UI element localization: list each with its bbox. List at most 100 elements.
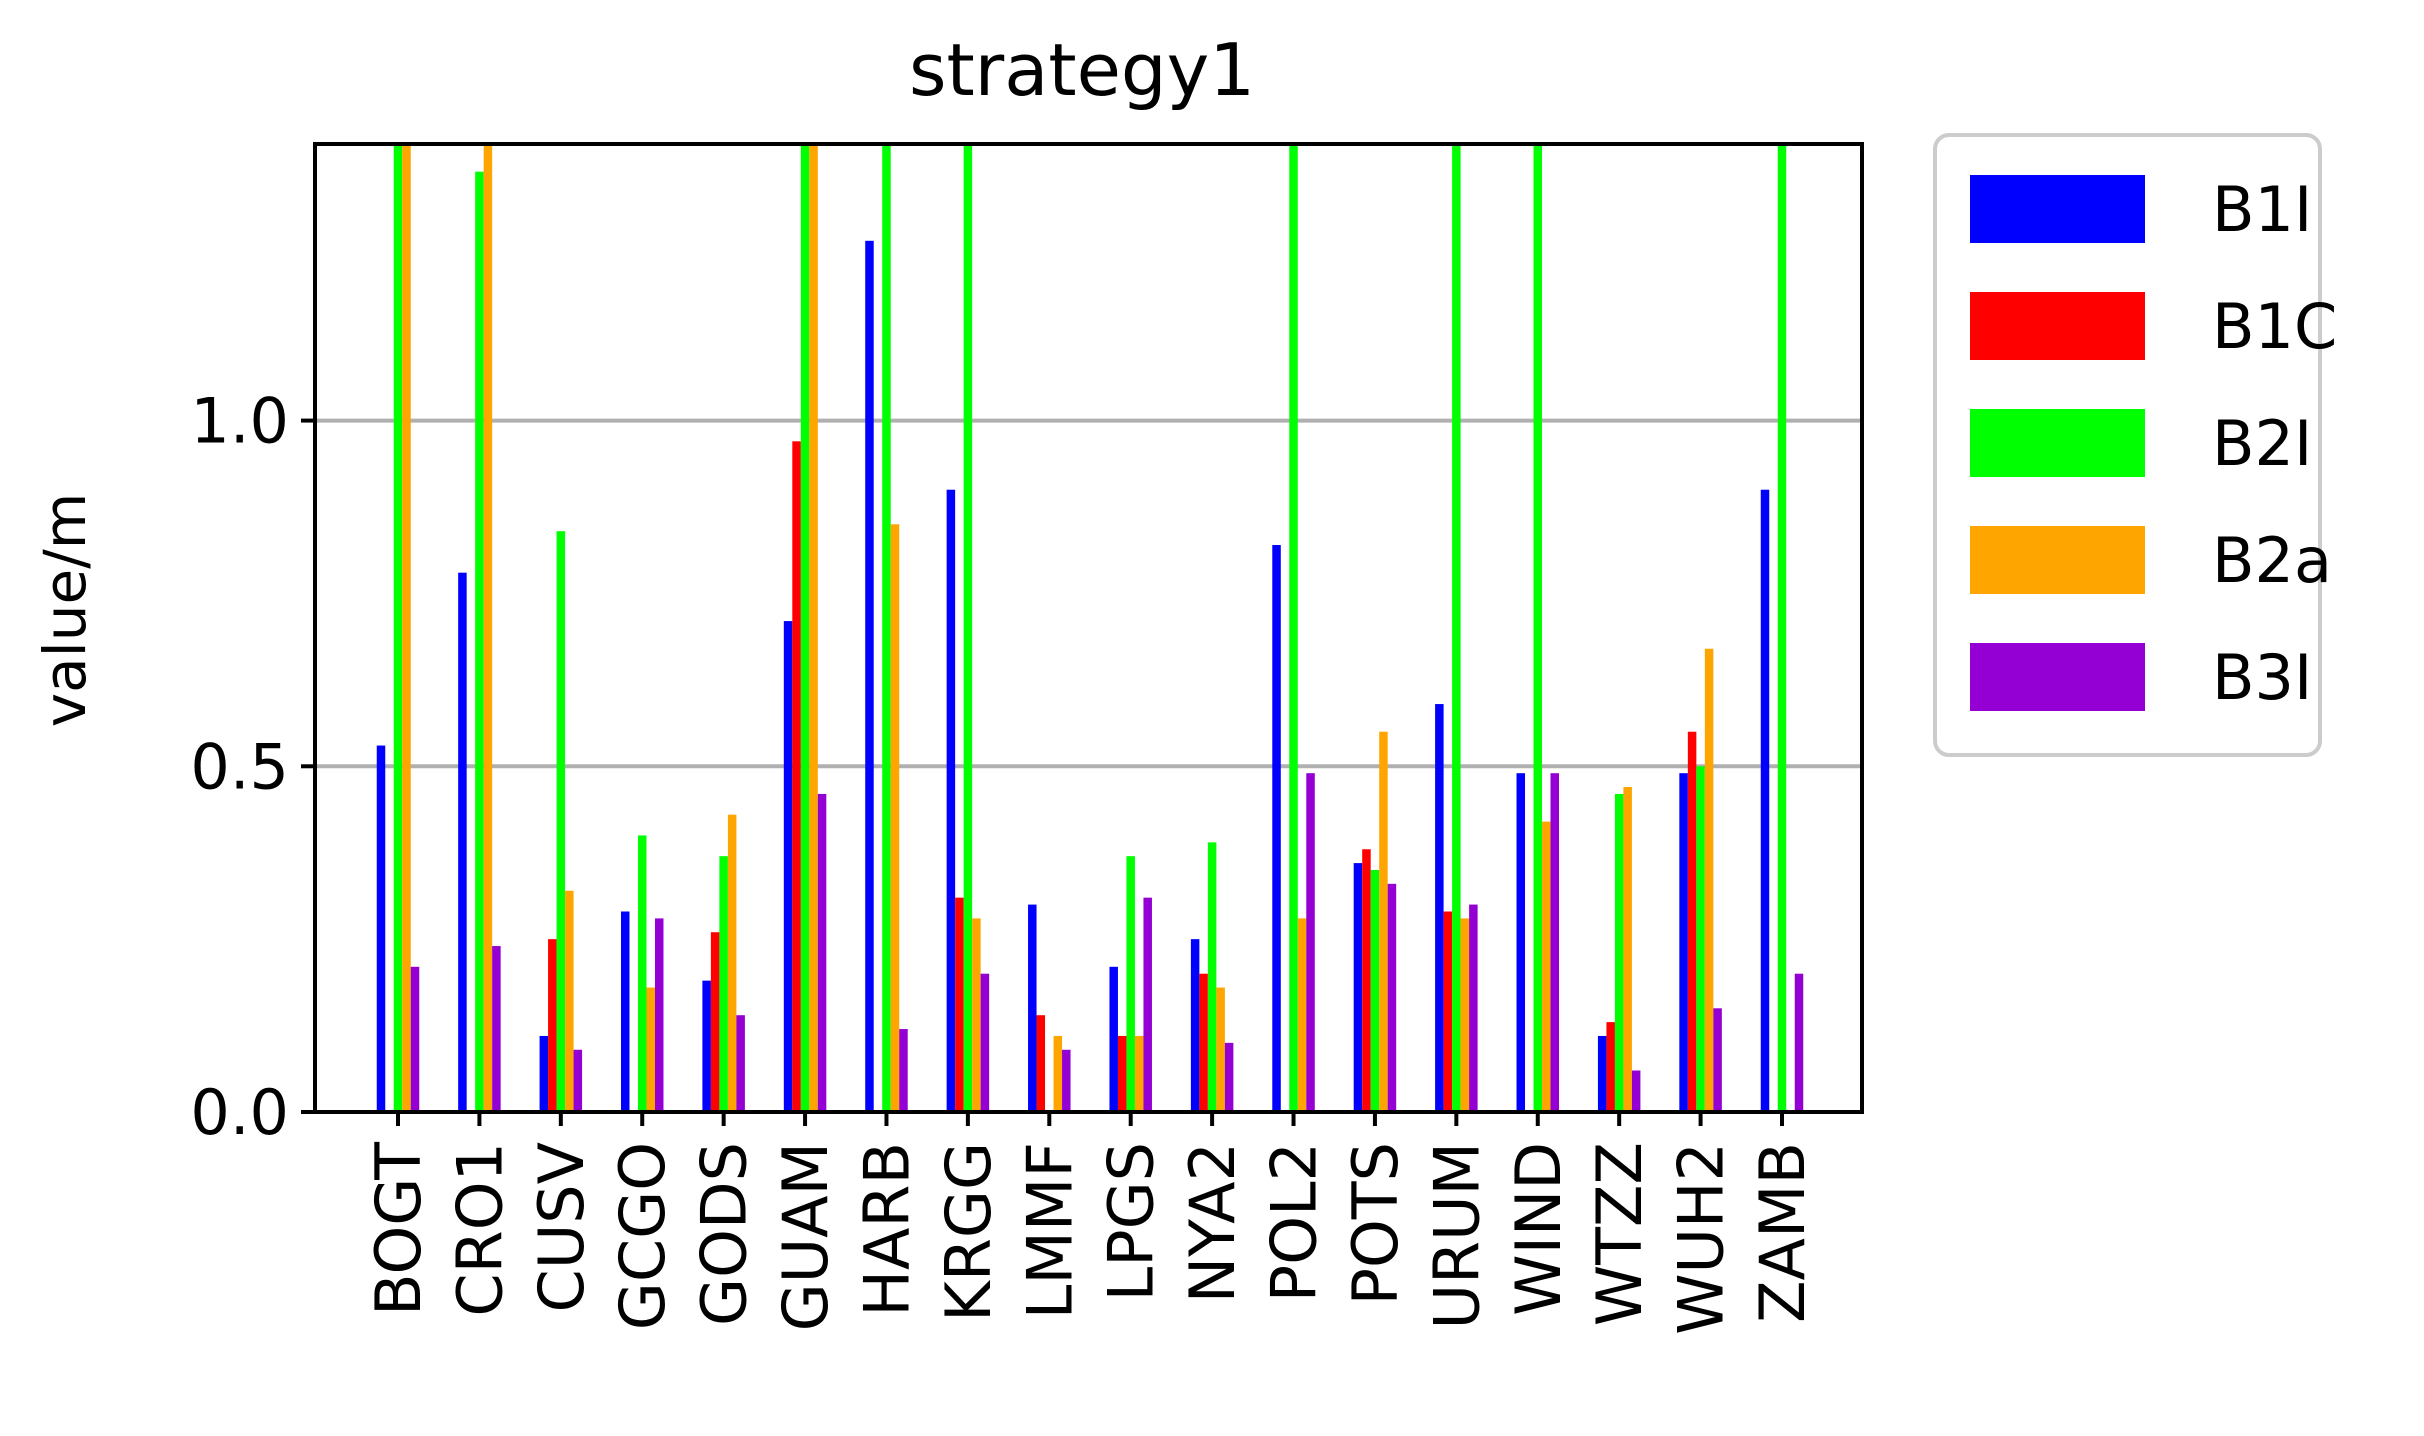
legend-label-B1C: B1C: [2212, 290, 2337, 363]
legend: B1I B1C B2I B2a B3I: [1933, 133, 2337, 757]
bar-B3I-POL2: [1306, 773, 1315, 1112]
x-tick-label-POL2: POL2: [1258, 1142, 1331, 1302]
bar-B1I-URUM: [1435, 704, 1444, 1112]
y-axis-label: value/m: [31, 493, 99, 727]
x-tick-label-CRO1: CRO1: [443, 1142, 516, 1317]
bar-B2I-HARB: [882, 144, 891, 1112]
bar-B1I-ZAMB: [1760, 489, 1770, 1112]
bar-B1I-GCGO: [620, 911, 630, 1112]
bar-B2I-WIND: [1533, 144, 1543, 1112]
bar-B1C-KRGG: [955, 897, 964, 1112]
bar-B2I-URUM: [1452, 144, 1461, 1112]
bar-B2I-WTZZ: [1614, 793, 1624, 1112]
bar-B2a-LMMF: [1053, 1035, 1063, 1112]
legend-swatch-B2a: [1970, 526, 2145, 594]
x-tick-label-URUM: URUM: [1420, 1142, 1493, 1329]
x-tick-label-HARB: HARB: [850, 1142, 923, 1317]
bar-B1C-WTZZ: [1606, 1022, 1615, 1112]
legend-label-B2a: B2a: [2212, 524, 2332, 597]
bar-B2a-WIND: [1542, 821, 1551, 1112]
x-tick-label-LPGS: LPGS: [1095, 1142, 1168, 1301]
bar-B1C-GUAM: [792, 441, 801, 1112]
bar-B2I-GUAM: [800, 144, 810, 1112]
bar-B3I-HARB: [899, 1029, 908, 1112]
bar-B2a-CRO1: [483, 144, 493, 1112]
bar-B1C-POTS: [1362, 849, 1371, 1112]
bar-B1I-WIND: [1516, 773, 1526, 1112]
x-tick-label-KRGG: KRGG: [932, 1142, 1005, 1322]
bar-B2I-GCGO: [637, 835, 647, 1112]
bar-B3I-WUH2: [1713, 1008, 1722, 1112]
x-tick-label-GUAM: GUAM: [769, 1142, 842, 1331]
bar-B1I-NYA2: [1190, 939, 1200, 1112]
x-tick-label-GODS: GODS: [688, 1142, 761, 1326]
bar-B2I-ZAMB: [1777, 144, 1787, 1112]
bar-B1C-CUSV: [548, 939, 557, 1112]
bar-B1I-WTZZ: [1597, 1035, 1607, 1112]
x-axis-ticks: BOGT CRO1 CUSV GCGO GODS GUAM HARB KRGG LMMF LPGS…: [362, 1112, 1819, 1335]
bar-B3I-LPGS: [1143, 897, 1152, 1112]
legend-label-B1I: B1I: [2212, 173, 2312, 246]
bar-B3I-GCGO: [654, 918, 664, 1112]
bar-B2a-WTZZ: [1623, 787, 1632, 1112]
y-axis-ticks: 0.0 0.5 1.0: [190, 385, 315, 1149]
bar-B2a-NYA2: [1216, 987, 1225, 1112]
x-tick-label-WIND: WIND: [1502, 1142, 1575, 1316]
bar-B1I-LPGS: [1109, 966, 1118, 1112]
bar-B1I-CUSV: [539, 1035, 549, 1112]
bar-B2I-BOGT: [393, 144, 403, 1112]
bar-B1I-BOGT: [376, 745, 386, 1112]
bar-B2a-KRGG: [972, 918, 981, 1112]
bar-B2I-WUH2: [1696, 766, 1705, 1112]
bar-B3I-CRO1: [492, 946, 501, 1112]
bar-B3I-CUSV: [573, 1049, 583, 1112]
x-tick-label-GCGO: GCGO: [606, 1142, 679, 1330]
bar-B2I-KRGG: [963, 144, 973, 1112]
bar-B3I-LMMF: [1062, 1049, 1071, 1112]
bar-B1C-URUM: [1443, 911, 1453, 1112]
bar-B2a-POL2: [1297, 918, 1307, 1112]
bar-B2I-POTS: [1370, 870, 1380, 1112]
bar-B2I-GODS: [719, 856, 728, 1112]
x-tick-label-WTZZ: WTZZ: [1583, 1142, 1656, 1326]
bar-B1I-POL2: [1272, 545, 1281, 1112]
bar-B3I-KRGG: [980, 973, 990, 1112]
grid-lines: [315, 418, 1862, 769]
bar-B3I-GUAM: [817, 793, 827, 1112]
bar-B2a-URUM: [1460, 918, 1470, 1112]
y-tick-label-0: 0.0: [190, 1076, 289, 1149]
bar-B3I-GODS: [736, 1015, 745, 1112]
bar-B2a-BOGT: [402, 144, 411, 1112]
bar-B2a-WUH2: [1704, 648, 1714, 1112]
bar-B1C-LMMF: [1036, 1015, 1046, 1112]
plot-frame: [313, 142, 1864, 1114]
bar-B1I-GUAM: [783, 621, 793, 1112]
bar-B1I-HARB: [865, 240, 874, 1113]
legend-swatch-B3I: [1970, 643, 2145, 711]
legend-label-B3I: B3I: [2212, 641, 2312, 714]
x-tick-label-POTS: POTS: [1339, 1142, 1412, 1305]
bar-B2a-GUAM: [809, 144, 818, 1112]
bar-B2a-POTS: [1379, 731, 1388, 1112]
bar-B3I-POTS: [1387, 883, 1397, 1112]
legend-swatch-B1I: [1970, 175, 2145, 243]
y-tick-label-2: 1.0: [190, 385, 289, 458]
bar-B2a-GODS: [727, 814, 737, 1112]
x-tick-label-NYA2: NYA2: [1176, 1142, 1249, 1303]
bar-B1C-WUH2: [1687, 731, 1697, 1112]
bar-B3I-NYA2: [1224, 1042, 1234, 1112]
bar-B1I-POTS: [1353, 863, 1363, 1112]
bar-B3I-ZAMB: [1794, 973, 1804, 1112]
x-tick-label-WUH2: WUH2: [1665, 1142, 1738, 1335]
bar-B1I-WUH2: [1679, 773, 1688, 1112]
y-tick-label-1: 0.5: [190, 730, 289, 803]
bar-B3I-BOGT: [410, 966, 420, 1112]
bar-B3I-URUM: [1469, 904, 1478, 1112]
bar-B2a-HARB: [890, 524, 900, 1112]
bar-B2a-CUSV: [565, 890, 574, 1112]
bar-B2I-POL2: [1289, 144, 1298, 1112]
bar-B1C-GODS: [710, 932, 720, 1112]
bar-B2I-NYA2: [1207, 842, 1217, 1112]
legend-label-B2I: B2I: [2212, 407, 2312, 480]
